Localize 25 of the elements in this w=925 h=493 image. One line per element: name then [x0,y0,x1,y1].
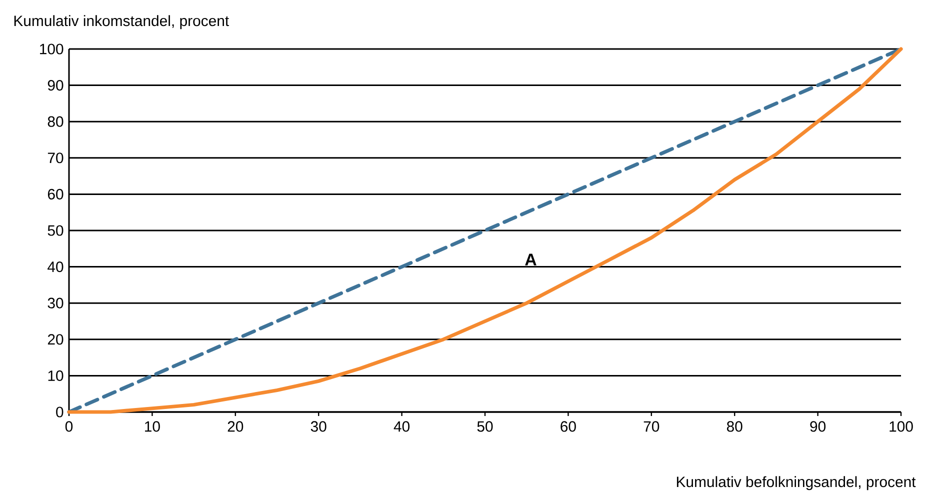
x-tick-label: 80 [726,421,742,432]
x-tick-label: 10 [145,421,160,432]
x-tick-label: 50 [477,421,493,432]
x-tick-label: 30 [310,421,326,432]
y-tick-label: 80 [48,116,64,127]
y-tick-label: 20 [48,334,64,345]
annotation: A [525,254,536,266]
x-tick-label: 60 [560,421,576,432]
x-tick-label: 20 [228,421,244,432]
y-tick-label: 30 [48,298,64,308]
y-tick-label: 100 [40,44,64,54]
x-tick-label: 90 [810,421,826,432]
x-tick-label: 70 [644,421,660,432]
y-tick-label: 50 [48,225,64,236]
y-tick-label: 10 [48,370,64,381]
x-axis-title: Kumulativ befolkningsandel, procent [676,476,916,490]
y-tick-label: 90 [48,80,64,91]
y-tick-label: 70 [48,152,64,164]
x-tick-label: 40 [394,421,410,432]
y-axis-title: Kumulativ inkomstandel, procent [14,15,229,30]
x-tick-label: 100 [890,421,913,432]
y-tick-label: 0 [56,406,64,418]
x-tick-label: 0 [65,421,73,432]
y-tick-label: 40 [48,262,64,272]
y-tick-label: 60 [48,188,64,200]
